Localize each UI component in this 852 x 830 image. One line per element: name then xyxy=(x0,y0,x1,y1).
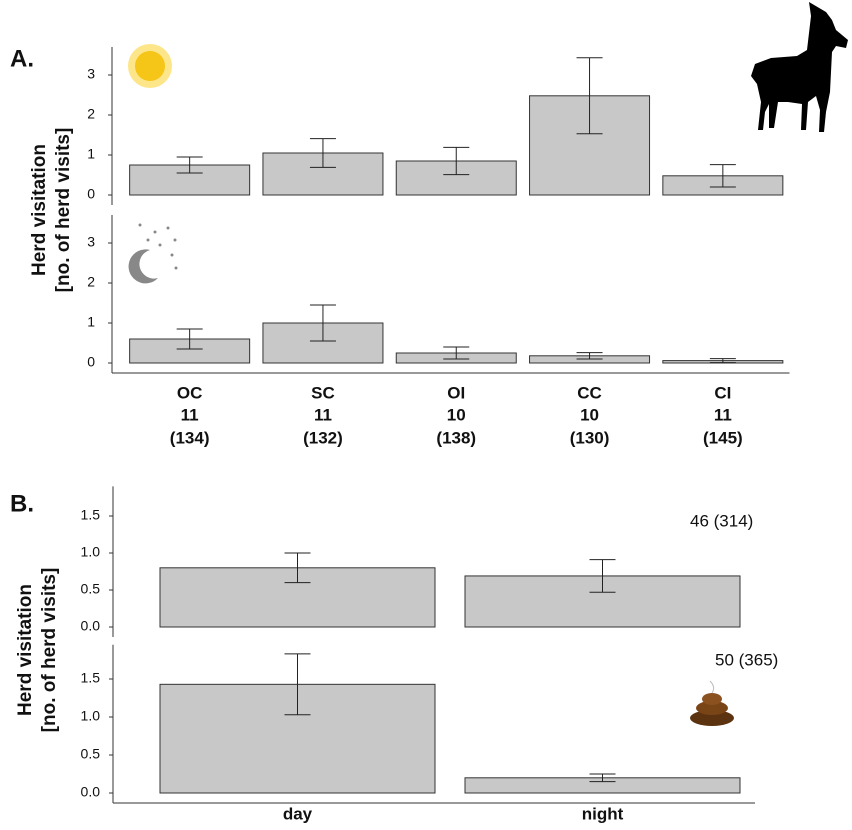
y-axis-label: Herd visitation xyxy=(15,584,36,716)
observation-label: (134) xyxy=(170,428,210,447)
x-tick-label: day xyxy=(283,804,313,823)
moon-icon xyxy=(129,224,178,284)
observation-label: (138) xyxy=(436,428,476,447)
dung-icon xyxy=(690,681,734,726)
sample-size-label: 11 xyxy=(714,405,732,424)
y-tick-label: 1.0 xyxy=(81,544,101,560)
chart: 0123A.Herd visitation[no. of herd visits… xyxy=(0,0,852,830)
y-axis-label: Herd visitation xyxy=(29,144,50,276)
y-tick-label: 0.5 xyxy=(81,581,101,597)
annotation: 50 (365) xyxy=(715,650,778,669)
x-tick-label: OC xyxy=(177,383,203,402)
x-tick-label: CC xyxy=(577,383,602,402)
annotation: 46 (314) xyxy=(690,511,753,530)
y-tick-label: 0.0 xyxy=(81,784,101,800)
x-tick-label: CI xyxy=(714,383,731,402)
observation-label: (130) xyxy=(570,428,610,447)
sample-size-label: 10 xyxy=(447,405,466,424)
y-tick-label: 1 xyxy=(87,314,95,330)
panel-label: B. xyxy=(10,490,34,517)
llama-icon xyxy=(751,2,848,132)
y-tick-label: 1.5 xyxy=(81,507,101,523)
x-tick-label: SC xyxy=(311,383,335,402)
y-tick-label: 0 xyxy=(87,354,95,370)
y-axis-label: [no. of herd visits] xyxy=(39,568,60,733)
y-tick-label: 3 xyxy=(87,234,95,250)
sun-icon xyxy=(128,44,172,88)
sample-size-label: 11 xyxy=(314,405,332,424)
sample-size-label: 10 xyxy=(580,405,599,424)
y-tick-label: 0.5 xyxy=(81,746,101,762)
panel-label: A. xyxy=(10,45,34,72)
y-tick-label: 0 xyxy=(87,186,95,202)
y-tick-label: 2 xyxy=(87,106,95,122)
y-axis-label: [no. of herd visits] xyxy=(53,128,74,293)
y-tick-label: 1 xyxy=(87,146,95,162)
observation-label: (132) xyxy=(303,428,343,447)
y-tick-label: 1.0 xyxy=(81,708,101,724)
page: 0123A.Herd visitation[no. of herd visits… xyxy=(0,0,852,830)
observation-label: (145) xyxy=(703,428,743,447)
y-tick-label: 1.5 xyxy=(81,670,101,686)
x-tick-label: night xyxy=(582,804,624,823)
y-tick-label: 3 xyxy=(87,66,95,82)
x-tick-label: OI xyxy=(447,383,465,402)
sample-size-label: 11 xyxy=(181,405,199,424)
y-tick-label: 0.0 xyxy=(81,618,101,634)
y-tick-label: 2 xyxy=(87,274,95,290)
